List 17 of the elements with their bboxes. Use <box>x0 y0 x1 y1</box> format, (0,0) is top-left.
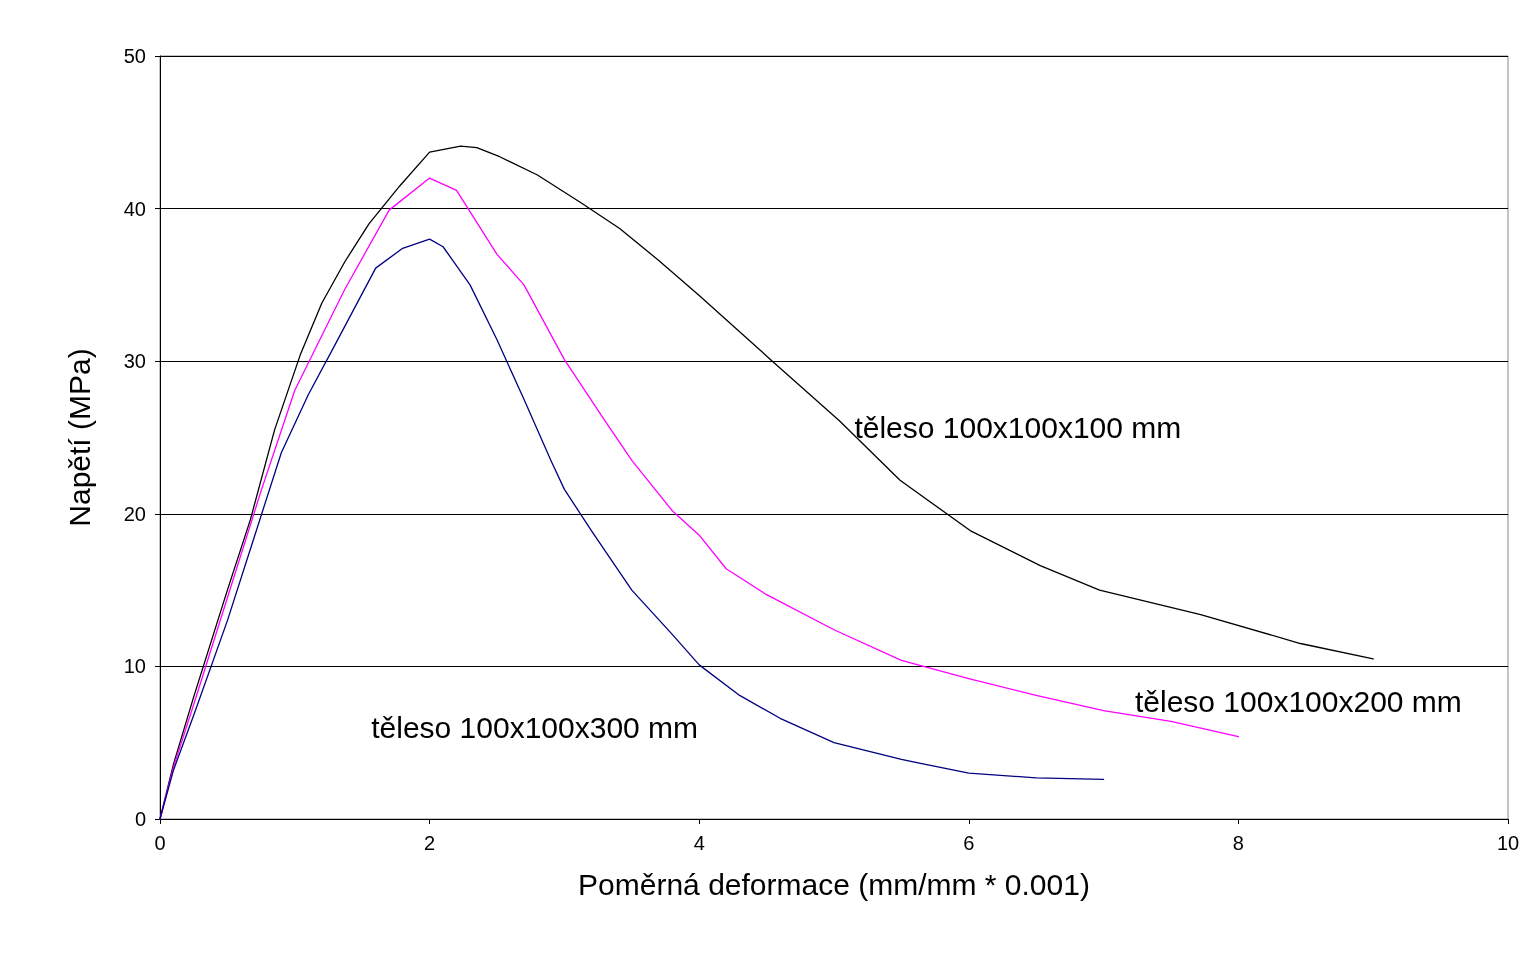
x-tick-label: 2 <box>424 832 436 854</box>
series-label: těleso 100x100x300 mm <box>371 710 699 744</box>
y-tick-label: 30 <box>123 350 146 373</box>
series-label: těleso 100x100x100 mm <box>854 411 1182 445</box>
x-tick-label: 10 <box>1496 832 1520 854</box>
x-axis-title: Poměrná deformace (mm/mm * 0.001) <box>578 867 1090 901</box>
y-tick-label: 0 <box>134 808 146 830</box>
y-tick-label: 40 <box>123 197 146 220</box>
y-tick-label: 10 <box>123 655 146 678</box>
series-label: těleso 100x100x200 mm <box>1134 685 1462 719</box>
x-tick-label: 4 <box>693 832 705 854</box>
x-tick-label: 8 <box>1232 832 1244 854</box>
y-axis-title: Napětí (MPa) <box>62 348 96 527</box>
x-tick-label: 0 <box>154 832 166 854</box>
y-tick-label: 20 <box>123 502 146 525</box>
y-tick-label: 50 <box>123 45 146 67</box>
x-tick-label: 6 <box>963 832 975 854</box>
